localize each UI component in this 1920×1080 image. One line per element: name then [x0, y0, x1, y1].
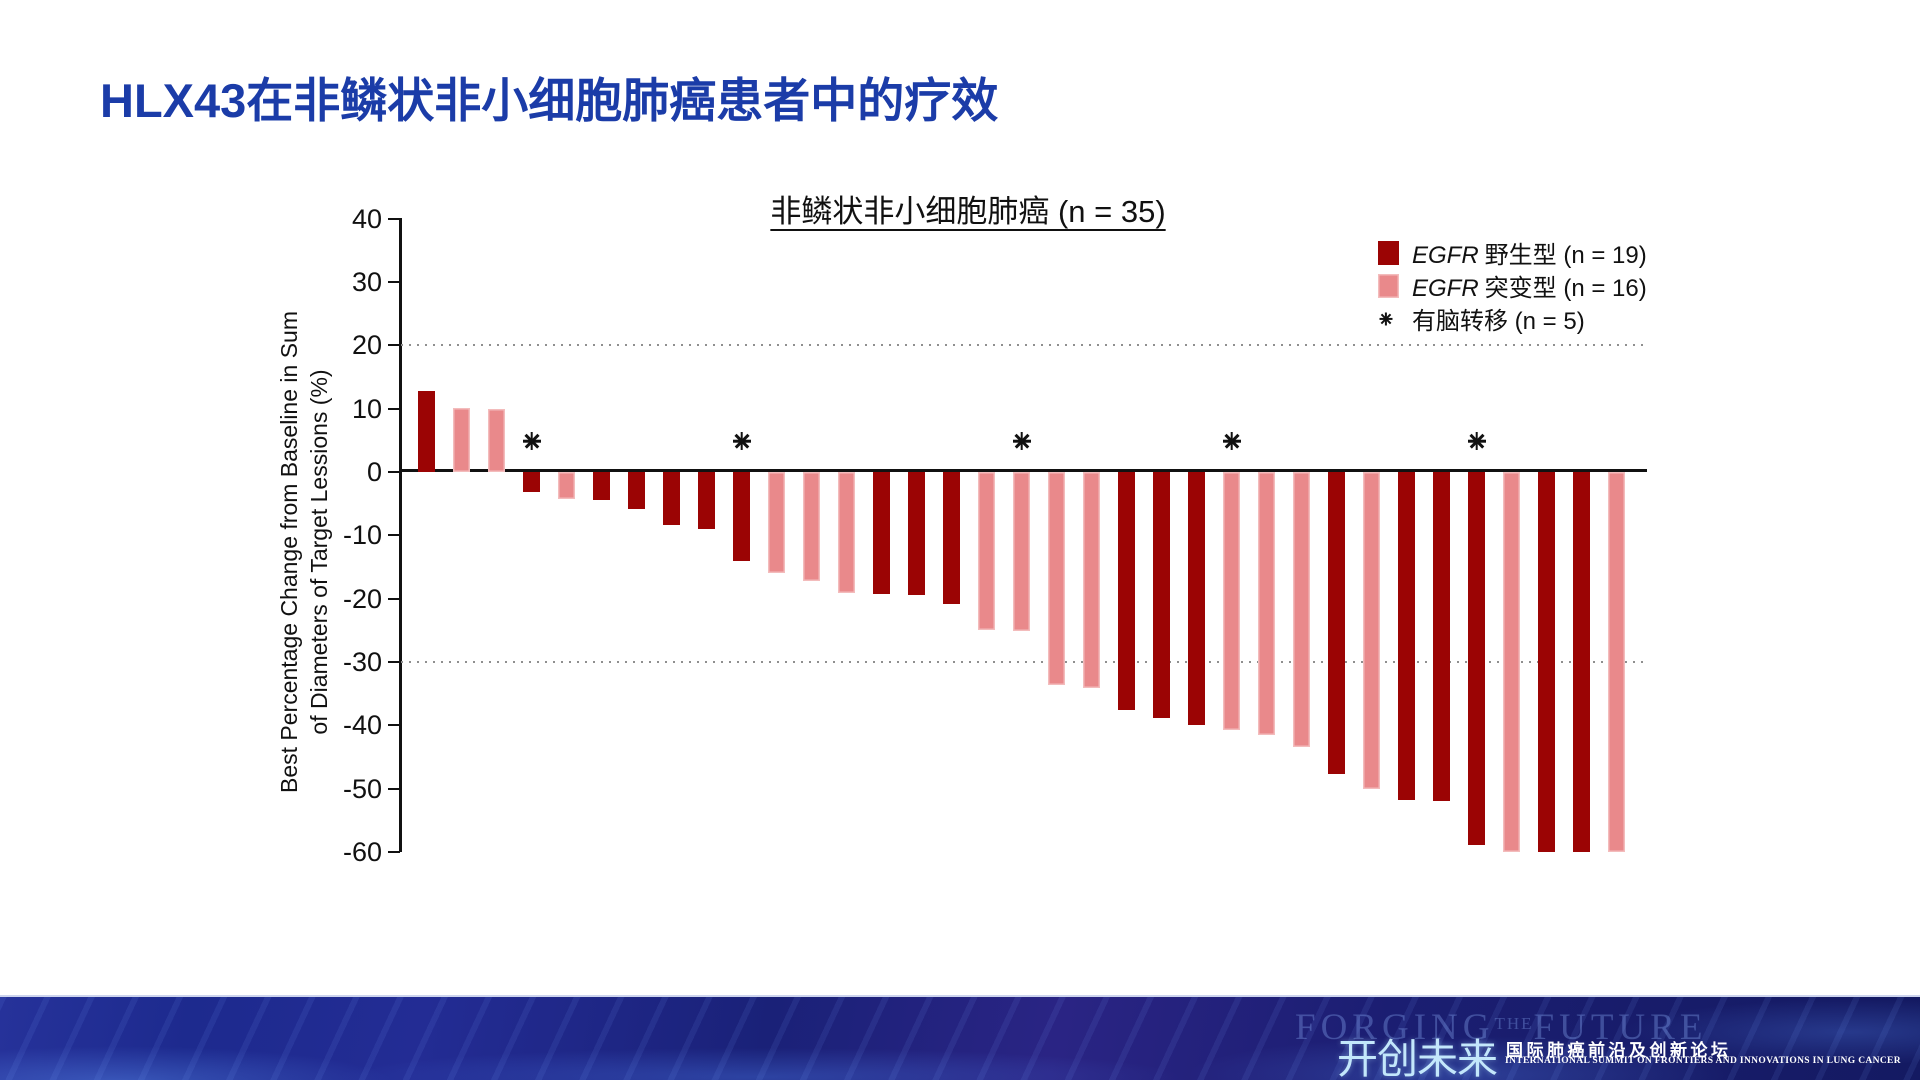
y-axis-line: [399, 218, 402, 852]
bar-egfr-wild-type: [1118, 472, 1135, 710]
bar-egfr-wild-type: [663, 472, 680, 525]
wild-type-swatch-icon: [1378, 240, 1399, 265]
bar-egfr-wild-type: [698, 472, 715, 529]
bar-egfr-wild-type: [1433, 472, 1450, 801]
brain-met-asterisk-icon: [732, 432, 751, 450]
y-tick-label: -10: [342, 520, 382, 551]
bar-egfr-wild-type: [873, 472, 890, 595]
bar-egfr-mutant: [1048, 472, 1065, 686]
forging-the-future-watermark: FORGINGTHEFUTURE: [1295, 1007, 1708, 1048]
y-tick-mark: [388, 471, 400, 473]
asterisk-icon: [1378, 307, 1399, 331]
legend-row-wild-type: EGFR 野生型 (n = 19): [1378, 236, 1647, 269]
slide-title: HLX43在非鳞状非小细胞肺癌患者中的疗效: [100, 74, 999, 127]
bar-egfr-wild-type: [628, 472, 645, 509]
y-tick-label: -50: [342, 773, 382, 804]
bar-egfr-wild-type: [733, 472, 750, 562]
bar-egfr-mutant: [1258, 472, 1275, 736]
bar-egfr-mutant: [1223, 472, 1240, 731]
bar-egfr-mutant: [1013, 472, 1030, 631]
y-tick-label: -40: [342, 710, 382, 741]
y-tick-mark: [388, 217, 400, 220]
legend-row-mutant: EGFR 突变型 (n = 16): [1378, 269, 1647, 302]
bar-egfr-mutant: [1293, 472, 1310, 748]
y-tick-mark: [388, 344, 400, 347]
y-tick-mark: [388, 787, 400, 790]
y-tick-label: -20: [342, 583, 382, 614]
bar-egfr-wild-type: [943, 472, 960, 605]
bar-egfr-wild-type: [1153, 472, 1170, 718]
bar-egfr-mutant: [838, 472, 855, 593]
footer-banner: [0, 995, 1920, 1080]
legend-label-brain-met: 有脑转移 (n = 5): [1412, 308, 1585, 335]
bar-egfr-mutant: [1363, 472, 1380, 790]
bar-egfr-mutant: [488, 408, 505, 472]
y-tick-label: 20: [351, 330, 382, 361]
y-tick-mark: [388, 534, 400, 537]
footer-brand-chinese: 开创未来: [1337, 1036, 1498, 1080]
bar-egfr-mutant: [1608, 472, 1625, 852]
legend-label-wild-type: EGFR 野生型 (n = 19): [1412, 242, 1647, 269]
bar-egfr-mutant: [558, 472, 575, 499]
bar-egfr-wild-type: [593, 472, 610, 500]
bar-egfr-mutant: [453, 408, 470, 472]
y-tick-label: 0: [366, 457, 382, 487]
footer-summit-name-chinese: 国际肺癌前沿及创新论坛: [1506, 1041, 1732, 1060]
legend: EGFR 野生型 (n = 19) EGFR 突变型 (n = 16) 有脑转移 (…: [1378, 236, 1647, 335]
dotted-gridline-20: [401, 344, 1647, 347]
y-tick-mark: [388, 281, 400, 284]
bar-egfr-wild-type: [1538, 472, 1555, 852]
bar-egfr-wild-type: [1328, 472, 1345, 774]
mutant-swatch-icon: [1378, 273, 1399, 298]
bar-egfr-wild-type: [418, 390, 435, 472]
bar-egfr-wild-type: [1398, 472, 1415, 800]
bar-egfr-wild-type: [1573, 472, 1590, 852]
bar-egfr-mutant: [1503, 472, 1520, 852]
bar-egfr-mutant: [978, 472, 995, 631]
y-tick-label: -60: [342, 836, 382, 867]
bar-egfr-mutant: [803, 472, 820, 581]
y-tick-label: 30: [351, 267, 382, 298]
zero-baseline: [401, 469, 1647, 472]
brain-met-asterisk-icon: [1222, 432, 1241, 450]
bar-egfr-wild-type: [908, 472, 925, 596]
legend-row-brain-met: 有脑转移 (n = 5): [1378, 302, 1647, 335]
chart-title: 非鳞状非小细胞肺癌 (n = 35): [770, 194, 1166, 229]
y-tick-mark: [388, 850, 400, 853]
y-tick-mark: [388, 407, 400, 410]
bar-egfr-wild-type: [1468, 472, 1485, 846]
bar-egfr-wild-type: [1188, 472, 1205, 726]
brain-met-asterisk-icon: [1012, 432, 1031, 450]
y-tick-label: -30: [342, 646, 382, 677]
y-tick-label: 40: [351, 203, 382, 234]
y-tick-mark: [388, 724, 400, 727]
y-tick-label: 10: [351, 393, 382, 424]
brain-met-asterisk-icon: [522, 432, 541, 450]
dotted-gridline--30: [401, 660, 1647, 663]
bar-egfr-mutant: [1083, 472, 1100, 689]
brain-met-asterisk-icon: [1467, 432, 1486, 450]
y-tick-mark: [388, 597, 400, 600]
waterfall-chart: 非鳞状非小细胞肺癌 (n = 35) Best Percentage Chang…: [276, 194, 1647, 867]
bar-egfr-mutant: [768, 472, 785, 573]
y-tick-mark: [388, 660, 400, 663]
legend-label-mutant: EGFR 突变型 (n = 16): [1412, 275, 1647, 302]
footer-streaks-decoration: [0, 997, 1920, 1080]
bar-egfr-wild-type: [523, 472, 540, 493]
footer-summit-name-english: INTERNATIONAL SUMMIT ON FRONTIERS AND IN…: [1505, 1056, 1901, 1066]
